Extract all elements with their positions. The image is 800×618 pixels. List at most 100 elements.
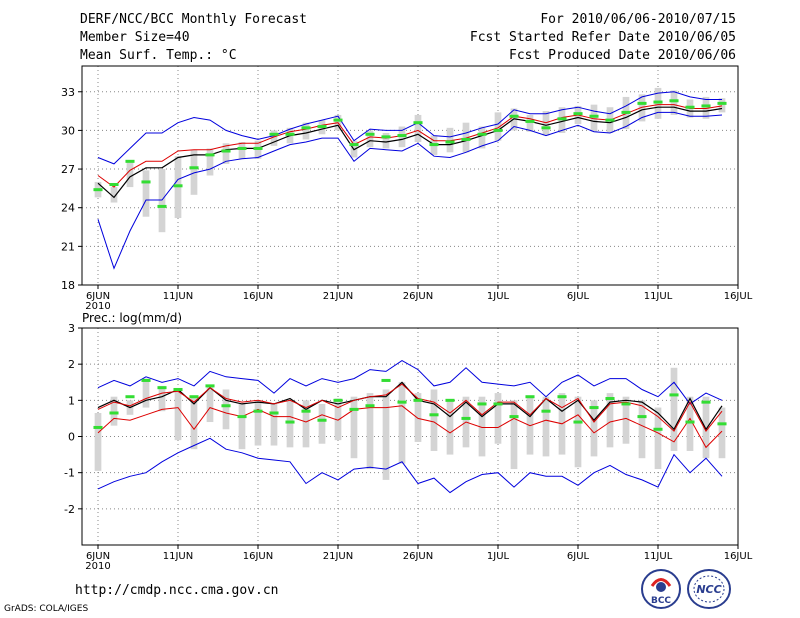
precipitation-title: Prec.: log(mm/d) [82,311,182,325]
observed-marker [365,132,375,136]
spread-box [446,400,454,455]
y-tick-label: 2 [68,358,75,371]
spread-box [718,98,726,113]
x-tick-label: 21JUN [323,291,353,302]
lower-line [97,405,723,449]
spread-box [302,122,310,140]
observed-marker [221,149,231,153]
observed-marker [333,398,343,402]
observed-marker [109,183,119,187]
observed-marker [653,100,663,104]
observed-marker [525,119,535,123]
spread-box [446,127,454,153]
observed-marker [589,114,599,118]
observed-marker [253,409,263,413]
observed-marker [637,101,647,105]
spread-box [94,412,102,471]
observed-marker [189,395,199,399]
observed-marker [701,104,711,108]
spread-box [222,389,230,430]
spread-box [302,400,310,448]
x-tick-label: 1JUL [487,551,510,562]
x-tick-label: 6JUN [86,551,110,562]
observed-marker [701,400,711,404]
spread-box [478,396,486,457]
x-tick-label: 21JUN [323,551,353,562]
observed-marker [461,137,471,141]
observed-marker [509,114,519,118]
spread-box [286,400,294,448]
observed-marker [157,386,167,390]
observed-marker [685,105,695,109]
spread-box [638,400,646,459]
spread-box [494,112,502,141]
spread-box [382,389,390,480]
y-tick-label: 0 [68,431,75,444]
observed-marker [109,411,119,415]
observed-marker [189,166,199,170]
observed-marker [461,416,471,420]
observed-marker [525,395,535,399]
observed-marker [573,112,583,116]
observed-marker [653,427,663,431]
started-date: Fcst Started Refer Date 2010/06/05 [469,30,736,45]
observed-marker [349,407,359,411]
y-tick-label: 27 [61,163,75,176]
observed-marker [685,420,695,424]
observed-marker [269,132,279,136]
spread-box [430,389,438,451]
y-tick-label: 1 [68,394,75,407]
observed-marker [621,402,631,406]
x-tick-label: 11JUL [644,291,673,302]
x-tick-year: 2010 [85,561,110,572]
y-tick-label: 33 [61,86,75,99]
spread-box [110,396,118,426]
observed-marker [589,406,599,410]
spread-box [590,104,598,132]
observed-marker [237,146,247,150]
spread-box [510,400,518,470]
observed-marker [541,409,551,413]
spread-box [270,403,278,446]
observed-marker [141,378,151,382]
observed-marker [125,395,135,399]
source-url[interactable]: http://cmdp.ncc.cma.gov.cn [75,583,279,598]
max-line [97,360,723,405]
observed-marker [333,118,343,122]
spread-box [542,396,550,457]
observed-marker [445,398,455,402]
observed-marker [429,413,439,417]
observed-marker [477,132,487,136]
spread-box [382,132,390,149]
spread-box [590,400,598,457]
spread-box [670,90,678,115]
observed-marker [413,121,423,125]
spread-box [334,398,342,441]
observed-marker [509,415,519,419]
spread-box [702,96,710,119]
y-tick-label: 24 [61,202,75,215]
x-tick-label: 11JUL [644,551,673,562]
observed-marker [493,128,503,132]
spread-box [718,407,726,459]
observed-marker [301,126,311,130]
spread-box [702,396,710,459]
min-line [97,111,723,270]
x-tick-label: 11JUN [163,551,193,562]
x-tick-label: 26JUN [403,551,433,562]
spread-box [158,385,166,412]
min-line [97,437,723,494]
spread-box [462,122,470,153]
observed-marker [445,140,455,144]
spread-box [190,396,198,450]
observed-marker [557,395,567,399]
spread-box [366,130,374,148]
median-line [97,383,723,432]
mean-line [97,106,723,199]
spread-box [238,142,246,159]
observed-marker [93,188,103,192]
spread-box [398,382,406,464]
observed-marker [717,101,727,105]
observed-marker [493,402,503,406]
observed-marker [381,135,391,139]
